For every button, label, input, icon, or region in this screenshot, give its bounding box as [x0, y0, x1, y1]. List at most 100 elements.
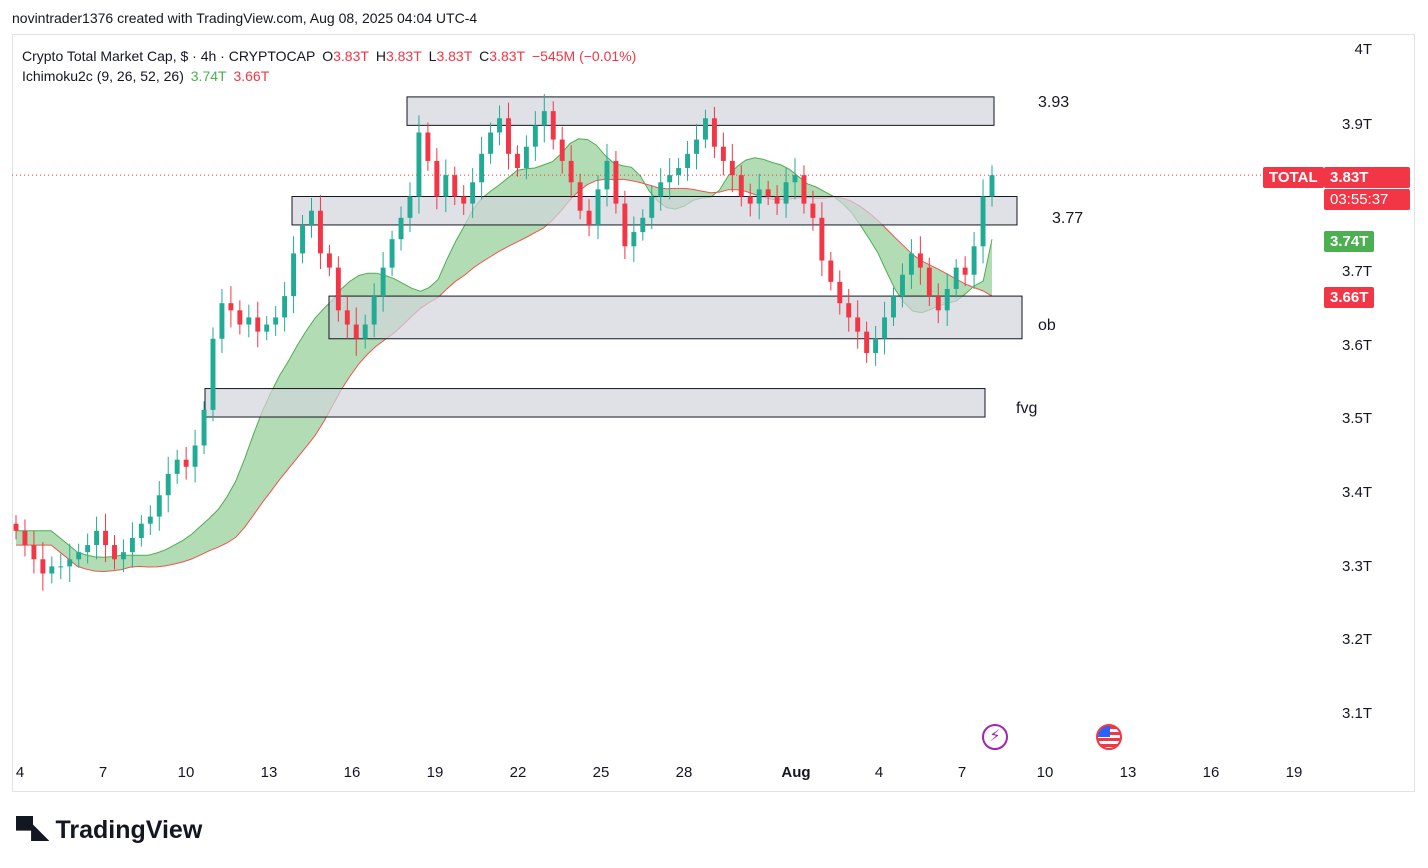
zone-label-377: 3.77 [1052, 210, 1084, 227]
candle [443, 159, 449, 213]
candle [246, 304, 252, 338]
candle [550, 101, 556, 150]
y-tick-3.6t: 3.6T [1341, 337, 1372, 354]
y-tick-3.7t: 3.7T [1341, 263, 1372, 280]
legend-row-indicator: Ichimoku2c (9, 26, 52, 26) 3.74T 3.66T [22, 66, 639, 86]
tradingview-mark-icon: ▀◣ [16, 817, 49, 844]
last-price-badge: 3.83T [1324, 167, 1410, 188]
legend-o-label: O [322, 48, 334, 64]
candle [685, 141, 691, 181]
candle-body [819, 217, 825, 261]
candle-body [667, 175, 673, 183]
legend-indicator[interactable]: Ichimoku2c (9, 26, 52, 26) [22, 68, 184, 84]
candle-body [729, 160, 735, 176]
zones-layer [204, 96, 1023, 418]
candle [658, 168, 664, 211]
candle [470, 168, 476, 218]
candle-body [398, 217, 404, 240]
candle [389, 230, 395, 277]
candle [711, 106, 717, 159]
candle-body [971, 246, 977, 275]
candle-body [497, 118, 502, 133]
candle [640, 209, 646, 241]
candle-body [192, 445, 198, 467]
legend-high: 3.83T [385, 48, 422, 64]
candle [76, 543, 82, 568]
lightning-icon[interactable]: ⚡ [982, 724, 1008, 750]
candle [720, 132, 726, 176]
candle-body [801, 175, 807, 204]
candle [756, 173, 762, 220]
candle [282, 281, 288, 332]
candle [67, 543, 73, 583]
candle-body [255, 317, 261, 332]
candle [774, 185, 780, 215]
candle [344, 296, 350, 339]
cloud-b-badge: 3.66T [1324, 287, 1375, 308]
candle-body [703, 118, 708, 140]
candle-body [300, 224, 305, 254]
candle [846, 288, 852, 332]
x-tick: 13 [1119, 764, 1137, 781]
candle-body [380, 267, 386, 297]
candle-body [917, 253, 923, 268]
candle-body [326, 253, 332, 268]
candle [416, 115, 422, 214]
candle-body [273, 317, 279, 325]
x-tick: 7 [957, 764, 967, 781]
us-flag-icon[interactable] [1096, 724, 1122, 750]
candle-body [183, 459, 189, 467]
candle-body [353, 324, 359, 339]
x-tick: 19 [426, 764, 444, 781]
candle [407, 182, 413, 233]
candle [129, 522, 135, 568]
x-tick-month: Aug [781, 764, 811, 781]
candle-body [416, 132, 422, 197]
legend-l-label: L [428, 48, 437, 64]
candle-body [488, 132, 494, 154]
candle-body [407, 196, 413, 218]
candle [729, 143, 735, 193]
tradingview-logo[interactable]: ▀◣ TradingView [16, 816, 202, 845]
candle-body [174, 459, 180, 474]
candle-body [676, 168, 682, 176]
candle [703, 109, 708, 149]
candle-body [94, 530, 100, 546]
candle [58, 553, 64, 580]
legend-symbol[interactable]: Crypto Total Market Cap, $ · 4h · CRYPTO… [22, 48, 316, 64]
candle-body [138, 523, 144, 538]
candle [94, 516, 100, 560]
legend-c-label: C [479, 48, 490, 64]
candle [335, 256, 341, 322]
y-tick-3.9t: 3.9T [1341, 116, 1372, 133]
logo-text: TradingView [55, 816, 203, 844]
candle-body [129, 537, 135, 553]
candle [649, 185, 655, 230]
candle [31, 530, 37, 574]
candle [944, 273, 950, 326]
candle-body [765, 189, 771, 197]
candle [541, 94, 547, 143]
candle-body [120, 552, 126, 560]
x-tick: 16 [343, 764, 361, 781]
zone-label-fvg: fvg [1016, 400, 1038, 417]
candle [980, 179, 986, 264]
candle-body [76, 552, 82, 560]
cloud-span-a [16, 138, 993, 558]
candle [971, 232, 977, 289]
candle [801, 165, 807, 214]
zone-ob [328, 295, 1023, 340]
candle [434, 148, 440, 210]
y-tick-3.4t: 3.4T [1341, 484, 1372, 501]
candle-body [282, 296, 288, 318]
candle-body [747, 196, 753, 204]
candle-body [317, 210, 323, 254]
candle [112, 535, 117, 570]
flag-canton [1098, 726, 1110, 737]
candle [219, 288, 225, 353]
legend-h-label: H [375, 48, 386, 64]
candle [926, 257, 932, 307]
candle-body [85, 545, 91, 553]
symbol-badge[interactable]: TOTAL [1263, 167, 1324, 188]
